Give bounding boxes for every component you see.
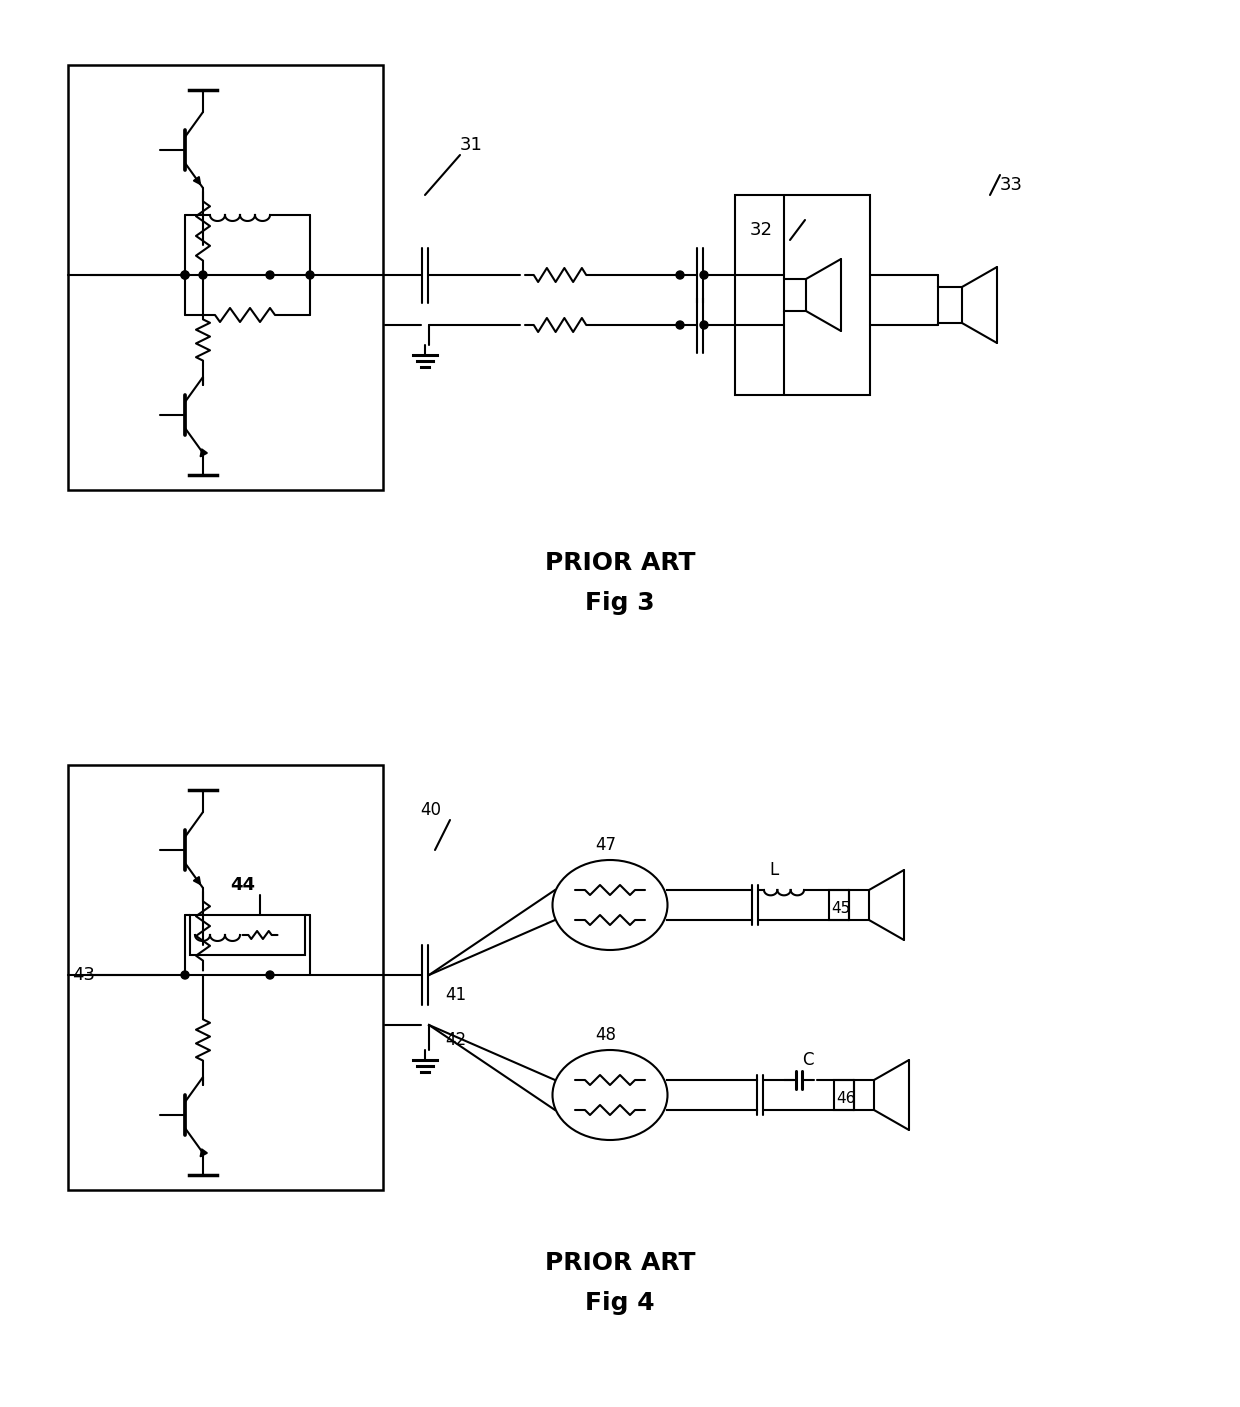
Text: Fig 3: Fig 3 bbox=[585, 591, 655, 615]
Text: 46: 46 bbox=[836, 1090, 856, 1106]
Circle shape bbox=[181, 971, 188, 979]
Bar bbox=[68, 65, 383, 490]
Bar bbox=[735, 196, 870, 395]
Text: 48: 48 bbox=[595, 1026, 616, 1044]
Text: 43: 43 bbox=[72, 967, 95, 983]
Circle shape bbox=[198, 272, 207, 279]
Text: 31: 31 bbox=[460, 136, 482, 153]
Bar bbox=[937, 287, 962, 324]
Text: 47: 47 bbox=[595, 836, 616, 854]
Bar bbox=[784, 279, 806, 311]
Ellipse shape bbox=[553, 860, 667, 950]
Text: L: L bbox=[769, 861, 779, 879]
Text: C: C bbox=[802, 1051, 813, 1069]
Circle shape bbox=[676, 272, 684, 279]
Circle shape bbox=[701, 321, 708, 329]
Bar bbox=[835, 1081, 854, 1110]
Circle shape bbox=[267, 971, 274, 979]
Bar bbox=[849, 891, 869, 920]
Ellipse shape bbox=[553, 1050, 667, 1140]
Text: 42: 42 bbox=[445, 1031, 466, 1050]
Circle shape bbox=[701, 272, 708, 279]
Circle shape bbox=[676, 321, 684, 329]
Text: PRIOR ART: PRIOR ART bbox=[544, 1251, 696, 1275]
Bar bbox=[854, 1081, 874, 1110]
Circle shape bbox=[267, 272, 274, 279]
Bar bbox=[830, 891, 849, 920]
Text: 41: 41 bbox=[445, 986, 466, 1005]
Circle shape bbox=[181, 272, 188, 279]
Text: Fig 4: Fig 4 bbox=[585, 1292, 655, 1316]
Circle shape bbox=[181, 272, 188, 279]
Text: 33: 33 bbox=[999, 176, 1023, 194]
Circle shape bbox=[306, 272, 314, 279]
Text: 32: 32 bbox=[750, 221, 773, 239]
Text: 45: 45 bbox=[831, 900, 851, 916]
Bar bbox=[68, 765, 383, 1190]
Text: 40: 40 bbox=[420, 801, 441, 819]
Text: PRIOR ART: PRIOR ART bbox=[544, 552, 696, 575]
Text: 44: 44 bbox=[229, 877, 255, 893]
Bar bbox=[190, 915, 305, 955]
